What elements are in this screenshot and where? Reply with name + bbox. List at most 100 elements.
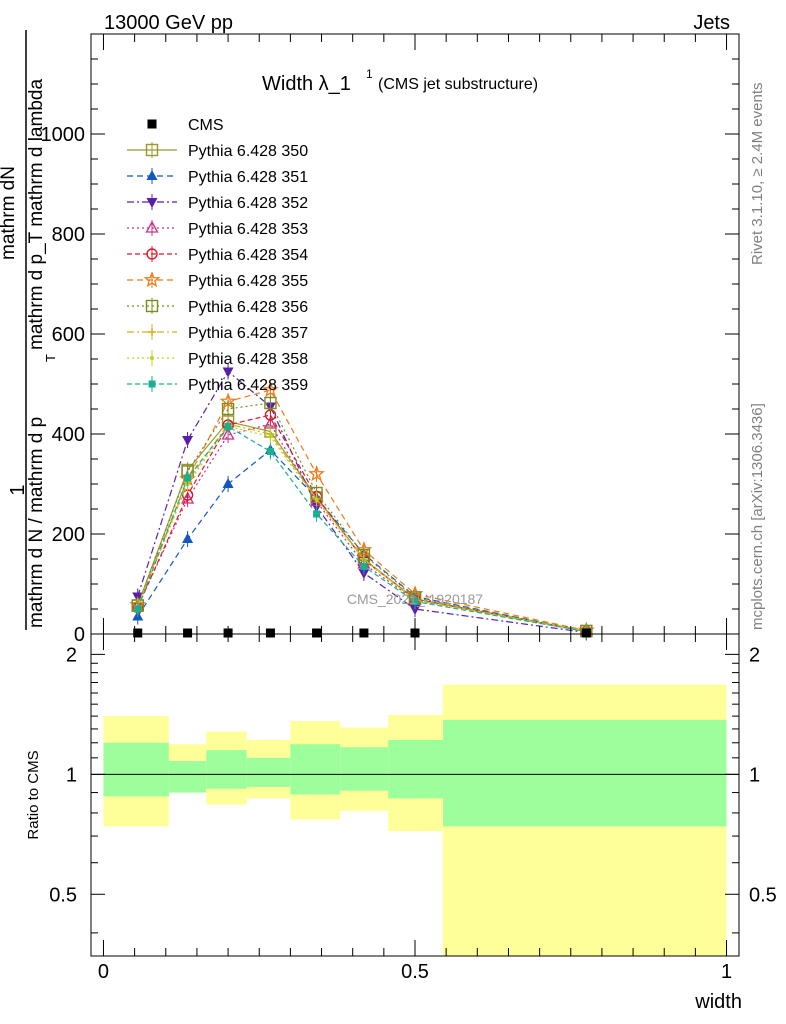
legend-item: Pythia 6.428 358 bbox=[127, 350, 308, 368]
data-point bbox=[184, 474, 192, 482]
ratio-y-tick-label-right: 1 bbox=[749, 764, 760, 786]
data-point bbox=[182, 533, 194, 543]
data-point bbox=[266, 448, 274, 455]
legend-marker bbox=[146, 248, 158, 260]
legend-marker bbox=[150, 356, 154, 360]
series-cms bbox=[133, 628, 591, 638]
ratio-panel: 0.5 0.51 12 2 0 0.5 1 Ratio to CMS width bbox=[25, 34, 777, 1013]
main-y-axis-label: 1 mathrm d N / mathrm d p T mathrm d p_T… bbox=[0, 30, 58, 630]
data-point bbox=[411, 598, 419, 605]
data-point bbox=[360, 563, 368, 570]
legend-label: Pythia 6.428 354 bbox=[188, 247, 308, 264]
data-point bbox=[133, 628, 143, 638]
title-superscript: 1 bbox=[366, 67, 373, 81]
ratio-band-inner bbox=[388, 739, 444, 799]
data-point bbox=[224, 423, 232, 430]
ratio-band-inner bbox=[206, 750, 247, 789]
legend-label: Pythia 6.428 355 bbox=[188, 273, 308, 290]
ratio-band-inner bbox=[340, 747, 389, 791]
y-tick-label: 200 bbox=[52, 524, 85, 546]
x-tick-label: 0.5 bbox=[401, 961, 429, 983]
rivet-label: Rivet 3.1.10, ≥ 2.4M events bbox=[749, 83, 766, 266]
ratio-band-inner bbox=[290, 744, 341, 795]
legend-item: Pythia 6.428 353 bbox=[127, 220, 308, 238]
ratio-y-tick-label-right: 0.5 bbox=[749, 884, 777, 906]
legend-label: CMS bbox=[188, 117, 224, 134]
data-point bbox=[222, 367, 234, 378]
legend-marker bbox=[148, 380, 156, 388]
legend-label: Pythia 6.428 351 bbox=[188, 169, 308, 186]
legend-marker bbox=[146, 170, 158, 180]
data-point bbox=[314, 498, 319, 502]
data-point bbox=[221, 402, 235, 416]
main-panel: 0 200 400 600 800 1000 CMS_2021_I1920187 Widt… bbox=[41, 33, 740, 646]
data-point bbox=[581, 628, 591, 638]
data-point bbox=[313, 510, 321, 518]
legend-marker bbox=[145, 220, 159, 233]
series-line bbox=[137, 423, 587, 632]
legend-label: Pythia 6.428 358 bbox=[188, 351, 308, 368]
legend-marker bbox=[146, 198, 158, 208]
ylabel-den1: mathrm d N / mathrm d p bbox=[26, 417, 47, 628]
ylabel-den2: mathrm d p_T mathrm d lambda bbox=[26, 79, 47, 350]
main-y-axis: 0 200 400 600 800 1000 bbox=[41, 58, 739, 646]
data-point bbox=[183, 628, 193, 638]
legend-label: Pythia 6.428 357 bbox=[188, 325, 308, 342]
subtitle-text: (CMS jet substructure) bbox=[378, 76, 538, 93]
header-right: Jets bbox=[693, 12, 730, 34]
legend-item: Pythia 6.428 359 bbox=[127, 376, 308, 394]
legend-item: Pythia 6.428 352 bbox=[127, 194, 308, 212]
ylabel-num: mathrm dN bbox=[0, 166, 19, 260]
legend-label: Pythia 6.428 350 bbox=[188, 143, 308, 160]
ratio-band-inner bbox=[103, 742, 169, 797]
header-left: 13000 GeV pp bbox=[104, 12, 233, 34]
legend-label: Pythia 6.428 353 bbox=[188, 221, 308, 238]
ylabel-den-sub: T bbox=[43, 354, 58, 362]
ratio-y-label: Ratio to CMS bbox=[25, 750, 42, 839]
legend-label: Pythia 6.428 352 bbox=[188, 195, 308, 212]
legend-item: Pythia 6.428 356 bbox=[127, 298, 308, 316]
legend-item: Pythia 6.428 355 bbox=[127, 271, 308, 290]
ylabel-one: 1 bbox=[7, 484, 29, 495]
data-point bbox=[409, 605, 421, 615]
y-tick-label: 1000 bbox=[41, 124, 86, 146]
series-pythia-6-428-351 bbox=[132, 442, 592, 640]
y-tick-label: 800 bbox=[52, 224, 85, 246]
series-line bbox=[137, 423, 587, 633]
title-text: Width λ_1 bbox=[262, 73, 351, 95]
ratio-band-inner bbox=[168, 761, 207, 793]
watermark: CMS_2021_I1920187 bbox=[347, 591, 483, 607]
legend-marker bbox=[145, 299, 159, 313]
ratio-band-inner bbox=[246, 757, 291, 787]
legend: CMS Pythia 6.428 350 Pythia 6.428 351 Pythi… bbox=[127, 117, 308, 394]
main-series-layer bbox=[129, 363, 595, 641]
x-tick-label: 0 bbox=[98, 961, 109, 983]
legend-item: Pythia 6.428 354 bbox=[127, 246, 308, 264]
series-line bbox=[137, 425, 587, 632]
ratio-y-tick-label: 0.5 bbox=[49, 884, 77, 906]
data-point bbox=[312, 628, 322, 638]
series-line bbox=[137, 389, 587, 632]
series-line bbox=[137, 414, 587, 633]
data-point bbox=[308, 465, 325, 482]
legend-marker bbox=[143, 271, 161, 288]
legend-marker bbox=[147, 119, 157, 129]
ratio-y-axis: 0.5 0.5 1 1 2 2 bbox=[49, 644, 777, 934]
series-line bbox=[137, 370, 587, 634]
legend-item: Pythia 6.428 350 bbox=[127, 142, 308, 160]
data-point bbox=[134, 605, 142, 613]
data-point bbox=[265, 628, 275, 638]
legend-marker bbox=[148, 328, 156, 336]
data-point bbox=[221, 427, 235, 440]
x-tick-label: 1 bbox=[721, 961, 732, 983]
legend-item: Pythia 6.428 357 bbox=[127, 324, 308, 342]
y-tick-label: 400 bbox=[52, 424, 85, 446]
ratio-y-tick-label-right: 2 bbox=[749, 644, 760, 666]
legend-marker bbox=[145, 143, 159, 157]
ratio-x-axis: 0 0.5 1 bbox=[98, 34, 732, 983]
data-point bbox=[268, 434, 273, 439]
legend-label: Pythia 6.428 359 bbox=[188, 377, 308, 394]
y-tick-label: 0 bbox=[74, 624, 85, 646]
series-line bbox=[137, 402, 587, 632]
